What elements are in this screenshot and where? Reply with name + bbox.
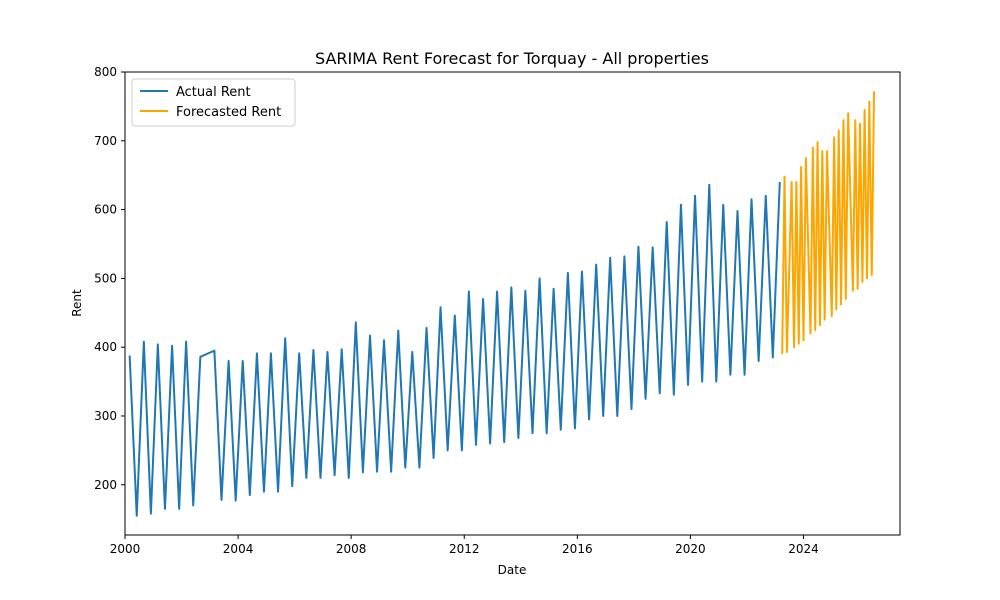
chart-title: SARIMA Rent Forecast for Torquay - All p… [315,49,709,68]
x-tick-label: 2000 [110,542,141,556]
y-axis-label: Rent [70,289,84,317]
x-axis: 2000 2004 2008 2012 2016 2020 2024 [110,535,819,556]
x-tick-label: 2016 [562,542,593,556]
legend: Actual Rent Forecasted Rent [131,78,296,127]
y-tick-label: 400 [94,340,117,354]
y-tick-label: 200 [94,478,117,492]
legend-box [131,78,296,127]
y-tick-label: 500 [94,271,117,285]
y-axis: 200 300 400 500 600 700 800 [94,65,125,492]
x-tick-label: 2008 [336,542,367,556]
series-line-actual-rent [128,182,781,517]
y-tick-label: 800 [94,65,117,79]
legend-label-forecasted-rent: Forecasted Rent [176,105,281,120]
plot-area-frame [124,71,901,536]
x-tick-label: 2024 [788,542,819,556]
x-axis-label: Date [498,563,527,577]
x-tick-label: 2020 [675,542,706,556]
series-layer [128,91,876,517]
legend-label-actual-rent: Actual Rent [176,85,251,100]
x-tick-label: 2012 [449,542,480,556]
y-tick-label: 300 [94,409,117,423]
y-tick-label: 600 [94,203,117,217]
y-tick-label: 700 [94,134,117,148]
x-tick-label: 2004 [223,542,254,556]
series-line-forecasted-rent [781,91,876,355]
